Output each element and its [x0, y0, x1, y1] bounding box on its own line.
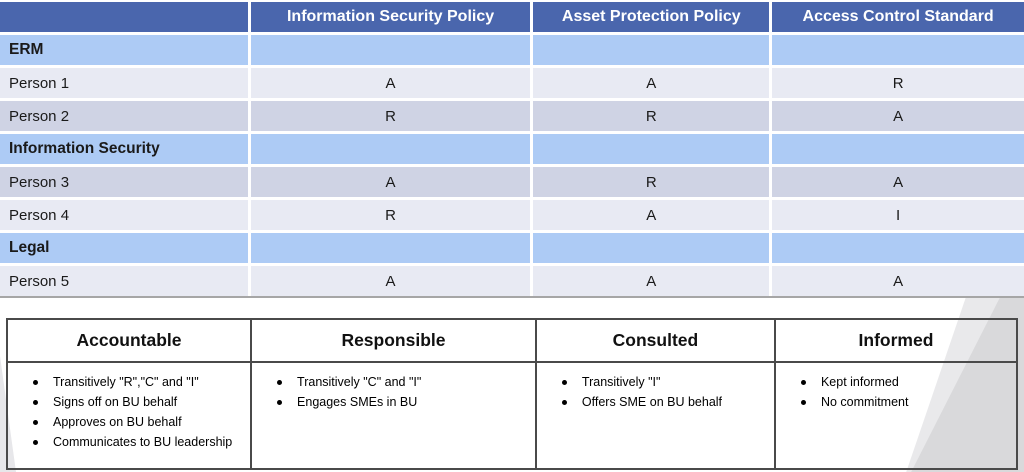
legend-column-title: Consulted [534, 320, 774, 361]
matrix-value-cell: R [250, 200, 531, 230]
matrix-person-label: Person 4 [0, 200, 248, 230]
matrix-value-cell: I [772, 200, 1024, 230]
legend-bullet-item: Communicates to BU leadership [33, 432, 244, 452]
legend-column-title: Responsible [250, 320, 535, 361]
raci-legend-table: Accountable Responsible Consulted Informed T… [6, 318, 1018, 470]
legend-bullet-text: Transitively "R","C" and "I" [53, 375, 199, 389]
legend-column-title: Accountable [76, 330, 182, 350]
legend-bullet-item: Offers SME on BU behalf [561, 392, 768, 412]
matrix-value-cell: A [772, 266, 1024, 296]
legend-column-body: Transitively "R","C" and "I" Signs off on… [8, 361, 251, 468]
raci-matrix-table: Information Security Policy Asset Protect… [0, 2, 1024, 298]
bullet-dot-icon [277, 380, 283, 385]
matrix-value-cell: R [533, 101, 770, 131]
matrix-value-cell: R [533, 167, 770, 197]
matrix-value-cell: A [250, 266, 531, 296]
legend-column-body: Transitively "C" and "I" Engages SMEs in … [250, 361, 535, 468]
legend-bullet-item: Transitively "I" [561, 372, 768, 392]
legend-bullet-text: Transitively "I" [581, 375, 661, 389]
bullet-dot-icon [800, 400, 806, 405]
matrix-value-cell: A [533, 68, 770, 98]
matrix-person-label: Person 2 [0, 101, 248, 131]
legend-bullet-text: No commitment [820, 395, 909, 409]
legend-bullet-text: Communicates to BU leadership [53, 435, 233, 449]
legend-column-body: Transitively "I" Offers SME on BU behalf [534, 361, 774, 468]
bullet-dot-icon [33, 440, 38, 445]
matrix-person-label: Person 1 [0, 68, 248, 98]
legend-bullet-item: Approves on BU behalf [33, 412, 244, 432]
legend-column-title: Informed [773, 320, 1016, 361]
legend-column-body: Kept informed No commitment [773, 361, 1016, 468]
legend-bullet-text: Approves on BU behalf [53, 415, 182, 429]
matrix-value-cell: A [533, 266, 770, 296]
bullet-dot-icon [561, 380, 567, 385]
matrix-value-cell [772, 35, 1024, 65]
matrix-value-cell: A [250, 167, 531, 197]
matrix-value-cell [250, 134, 531, 164]
legend-bullet-list: Transitively "C" and "I" Engages SMEs in … [252, 372, 535, 412]
matrix-column-header: Information Security Policy [250, 2, 531, 32]
legend-bullet-item: Signs off on BU behalf [33, 392, 244, 412]
matrix-value-cell [250, 35, 531, 65]
matrix-value-cell: R [250, 101, 531, 131]
bullet-dot-icon [277, 400, 283, 405]
legend-bullet-text: Transitively "C" and "I" [297, 375, 422, 389]
matrix-person-label: Person 5 [0, 266, 248, 296]
matrix-value-cell: A [533, 200, 770, 230]
matrix-column-header: Access Control Standard [772, 2, 1024, 32]
legend-bullet-item: Engages SMEs in BU [277, 392, 529, 412]
matrix-value-cell: A [250, 68, 531, 98]
bullet-dot-icon [33, 380, 38, 385]
legend-bullet-text: Engages SMEs in BU [297, 395, 418, 409]
matrix-value-cell: R [772, 68, 1024, 98]
bullet-dot-icon [33, 420, 38, 425]
matrix-section-label: Information Security [0, 134, 248, 164]
matrix-person-label: Person 3 [0, 167, 248, 197]
matrix-section-label: ERM [0, 35, 248, 65]
matrix-value-cell [250, 233, 531, 263]
matrix-corner-cell [0, 2, 248, 32]
bullet-dot-icon [561, 400, 567, 405]
legend-bullet-item: No commitment [800, 392, 1010, 412]
matrix-value-cell: A [772, 101, 1024, 131]
legend-bullet-list: Transitively "R","C" and "I" Signs off on… [8, 372, 250, 452]
legend-bullet-item: Kept informed [800, 372, 1010, 392]
matrix-value-cell [533, 35, 770, 65]
matrix-value-cell [772, 233, 1024, 263]
legend-bullet-text: Signs off on BU behalf [53, 395, 178, 409]
legend-bullet-item: Transitively "C" and "I" [277, 372, 529, 392]
bullet-dot-icon [33, 400, 38, 405]
matrix-value-cell: A [772, 167, 1024, 197]
matrix-column-header: Asset Protection Policy [533, 2, 770, 32]
legend-bullet-item: Transitively "R","C" and "I" [33, 372, 244, 392]
bullet-dot-icon [800, 380, 806, 385]
legend-bullet-text: Offers SME on BU behalf [581, 395, 723, 409]
matrix-value-cell [533, 233, 770, 263]
matrix-value-cell [772, 134, 1024, 164]
legend-bullet-list: Transitively "I" Offers SME on BU behalf [537, 372, 774, 412]
matrix-value-cell [533, 134, 770, 164]
legend-bullet-list: Kept informed No commitment [776, 372, 1016, 412]
legend-bullet-text: Kept informed [820, 375, 899, 389]
matrix-section-label: Legal [0, 233, 248, 263]
